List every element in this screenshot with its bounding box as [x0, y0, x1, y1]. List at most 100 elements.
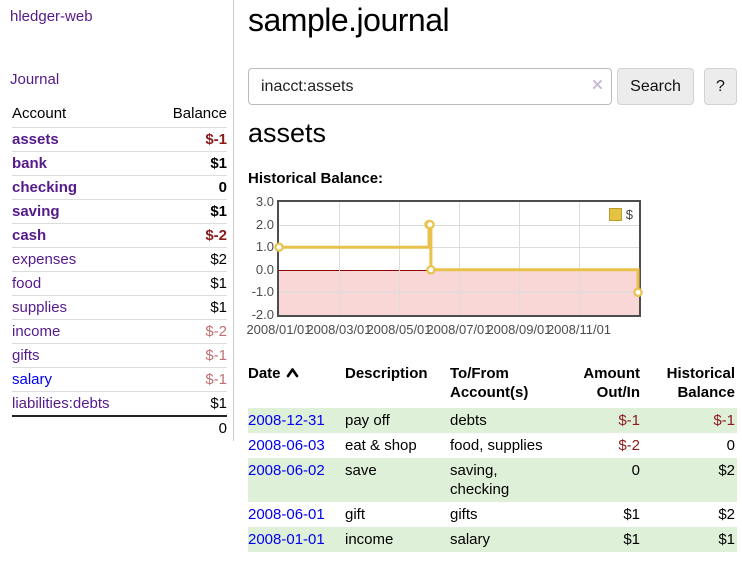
v-gridline — [339, 202, 340, 315]
x-tick-label: 2008/05/01 — [366, 322, 432, 337]
account-name-cell: bank — [12, 151, 151, 176]
account-name-cell: supplies — [12, 295, 151, 320]
register-description: eat & shop — [345, 437, 417, 454]
search-button[interactable]: Search — [617, 68, 694, 105]
register-date-link[interactable]: 2008-06-02 — [248, 462, 325, 479]
account-row: saving $1 — [12, 199, 227, 224]
register-amount: 0 — [631, 462, 640, 479]
sidebar: hledger-web Journal Account Balance asse… — [0, 0, 234, 441]
accounts-total-row: 0 — [12, 415, 227, 440]
v-gridline — [579, 202, 580, 315]
register-accounts: salary — [450, 531, 491, 548]
data-point — [274, 242, 284, 252]
register-description: pay off — [345, 412, 390, 429]
sidebar-account-link[interactable]: supplies — [12, 299, 68, 316]
account-name-cell: cash — [12, 223, 151, 248]
register-accounts: debts — [450, 412, 487, 429]
register-header-to: To/From Account(s) — [450, 365, 529, 401]
account-row: food $1 — [12, 271, 227, 296]
register-date-link[interactable]: 2008-01-01 — [248, 531, 325, 548]
chart-legend: $ — [606, 206, 635, 223]
accounts-header-balance: Balance — [150, 102, 227, 128]
register-table: Date Description To/From Account(s) Amount … — [248, 362, 737, 552]
account-row: expenses $2 — [12, 247, 227, 272]
register-row: 2008-12-31 pay off debts $-1 $-1 — [248, 408, 737, 433]
sort-asc-icon — [286, 368, 298, 378]
sidebar-account-link[interactable]: liabilities:debts — [12, 395, 110, 412]
historical-balance-chart: $ 3.0 2.0 1.0 0.0 -1.0 -2.0 2008/01/01 2008/03… — [246, 194, 742, 346]
v-gridline — [399, 202, 400, 315]
sidebar-account-link[interactable]: assets — [12, 131, 59, 148]
account-balance: $-1 — [150, 127, 227, 152]
register-row: 2008-06-01 gift gifts $1 $2 — [248, 502, 737, 527]
account-name-cell: food — [12, 271, 151, 296]
sidebar-item-journal[interactable]: Journal — [10, 71, 60, 88]
plot-area — [274, 202, 643, 315]
app-brand-link[interactable]: hledger-web — [10, 8, 93, 25]
account-name-cell: assets — [12, 127, 151, 152]
account-row: income $-2 — [12, 319, 227, 344]
accounts-header-row: Account Balance — [12, 102, 227, 128]
accounts-table: Account Balance assets $-1 bank $1 checking 0… — [12, 102, 227, 440]
page-title: sample.journal — [248, 2, 450, 38]
balance-chart-plot[interactable]: $ — [274, 200, 643, 317]
account-balance: $-2 — [150, 223, 227, 248]
register-description: gift — [345, 506, 366, 523]
register-row: 2008-01-01 income salary $1 $1 — [248, 527, 737, 552]
register-accounts: gifts — [450, 506, 478, 523]
sidebar-account-link[interactable]: income — [12, 323, 61, 340]
register-date-link[interactable]: 2008-06-01 — [248, 506, 325, 523]
register-amount: $-2 — [618, 437, 640, 454]
clear-search-icon[interactable]: × — [591, 75, 603, 96]
balance-series-line — [274, 219, 643, 298]
sidebar-account-link[interactable]: checking — [12, 179, 78, 196]
help-button[interactable]: ? — [704, 68, 737, 105]
sidebar-account-link[interactable]: cash — [12, 227, 47, 244]
register-date-cell: 2008-01-01 — [248, 527, 345, 552]
account-balance: $-1 — [150, 343, 227, 368]
x-tick-label: 2008/07/01 — [426, 322, 492, 337]
account-name-cell: income — [12, 319, 151, 344]
register-date-link[interactable]: 2008-12-31 — [248, 412, 325, 429]
sidebar-account-link[interactable]: salary — [12, 371, 53, 388]
account-balance: $1 — [150, 151, 227, 176]
account-balance: $1 — [150, 199, 227, 224]
register-header-date[interactable]: Date — [248, 362, 345, 408]
y-tick-label: -2.0 — [251, 307, 274, 322]
register-date-cell: 2008-06-01 — [248, 502, 345, 527]
account-row: assets $-1 — [12, 127, 227, 152]
sidebar-account-link[interactable]: food — [12, 275, 42, 292]
data-point — [426, 265, 436, 275]
v-gridline — [519, 202, 520, 315]
accounts-total-value: 0 — [150, 415, 227, 440]
account-balance: $-1 — [150, 367, 227, 392]
account-name-cell: expenses — [12, 247, 151, 272]
register-row: 2008-06-03 eat & shop food, supplies $-2 0 — [248, 433, 737, 458]
register-accounts: saving, checking — [450, 462, 510, 498]
x-tick-label: 2008/11/01 — [546, 322, 612, 337]
y-tick-label: 2.0 — [255, 216, 274, 232]
search-input-wrap: × — [248, 68, 612, 105]
account-row: supplies $1 — [12, 295, 227, 320]
account-row: checking 0 — [12, 175, 227, 200]
accounts-header-account: Account — [12, 102, 151, 128]
sidebar-account-link[interactable]: bank — [12, 155, 48, 172]
main-content: sample.journal × Search ? assets Histori… — [246, 0, 742, 582]
sidebar-account-link[interactable]: saving — [12, 203, 60, 220]
account-name-cell: saving — [12, 199, 151, 224]
sidebar-account-link[interactable]: gifts — [12, 347, 40, 364]
search-input[interactable] — [248, 68, 612, 105]
register-date-link[interactable]: 2008-06-03 — [248, 437, 325, 454]
register-date-cell: 2008-06-02 — [248, 458, 345, 502]
account-heading: assets — [248, 118, 327, 148]
account-row: bank $1 — [12, 151, 227, 176]
search-row: × Search ? — [248, 68, 737, 105]
account-balance: 0 — [150, 175, 227, 200]
legend-label: $ — [625, 207, 633, 222]
account-balance: $-2 — [150, 319, 227, 344]
chart-title: Historical Balance: — [248, 170, 384, 187]
y-tick-label: 3.0 — [255, 194, 274, 209]
data-point — [425, 219, 435, 230]
sidebar-account-link[interactable]: expenses — [12, 251, 77, 268]
register-header-amount: Amount Out/In — [583, 365, 640, 401]
